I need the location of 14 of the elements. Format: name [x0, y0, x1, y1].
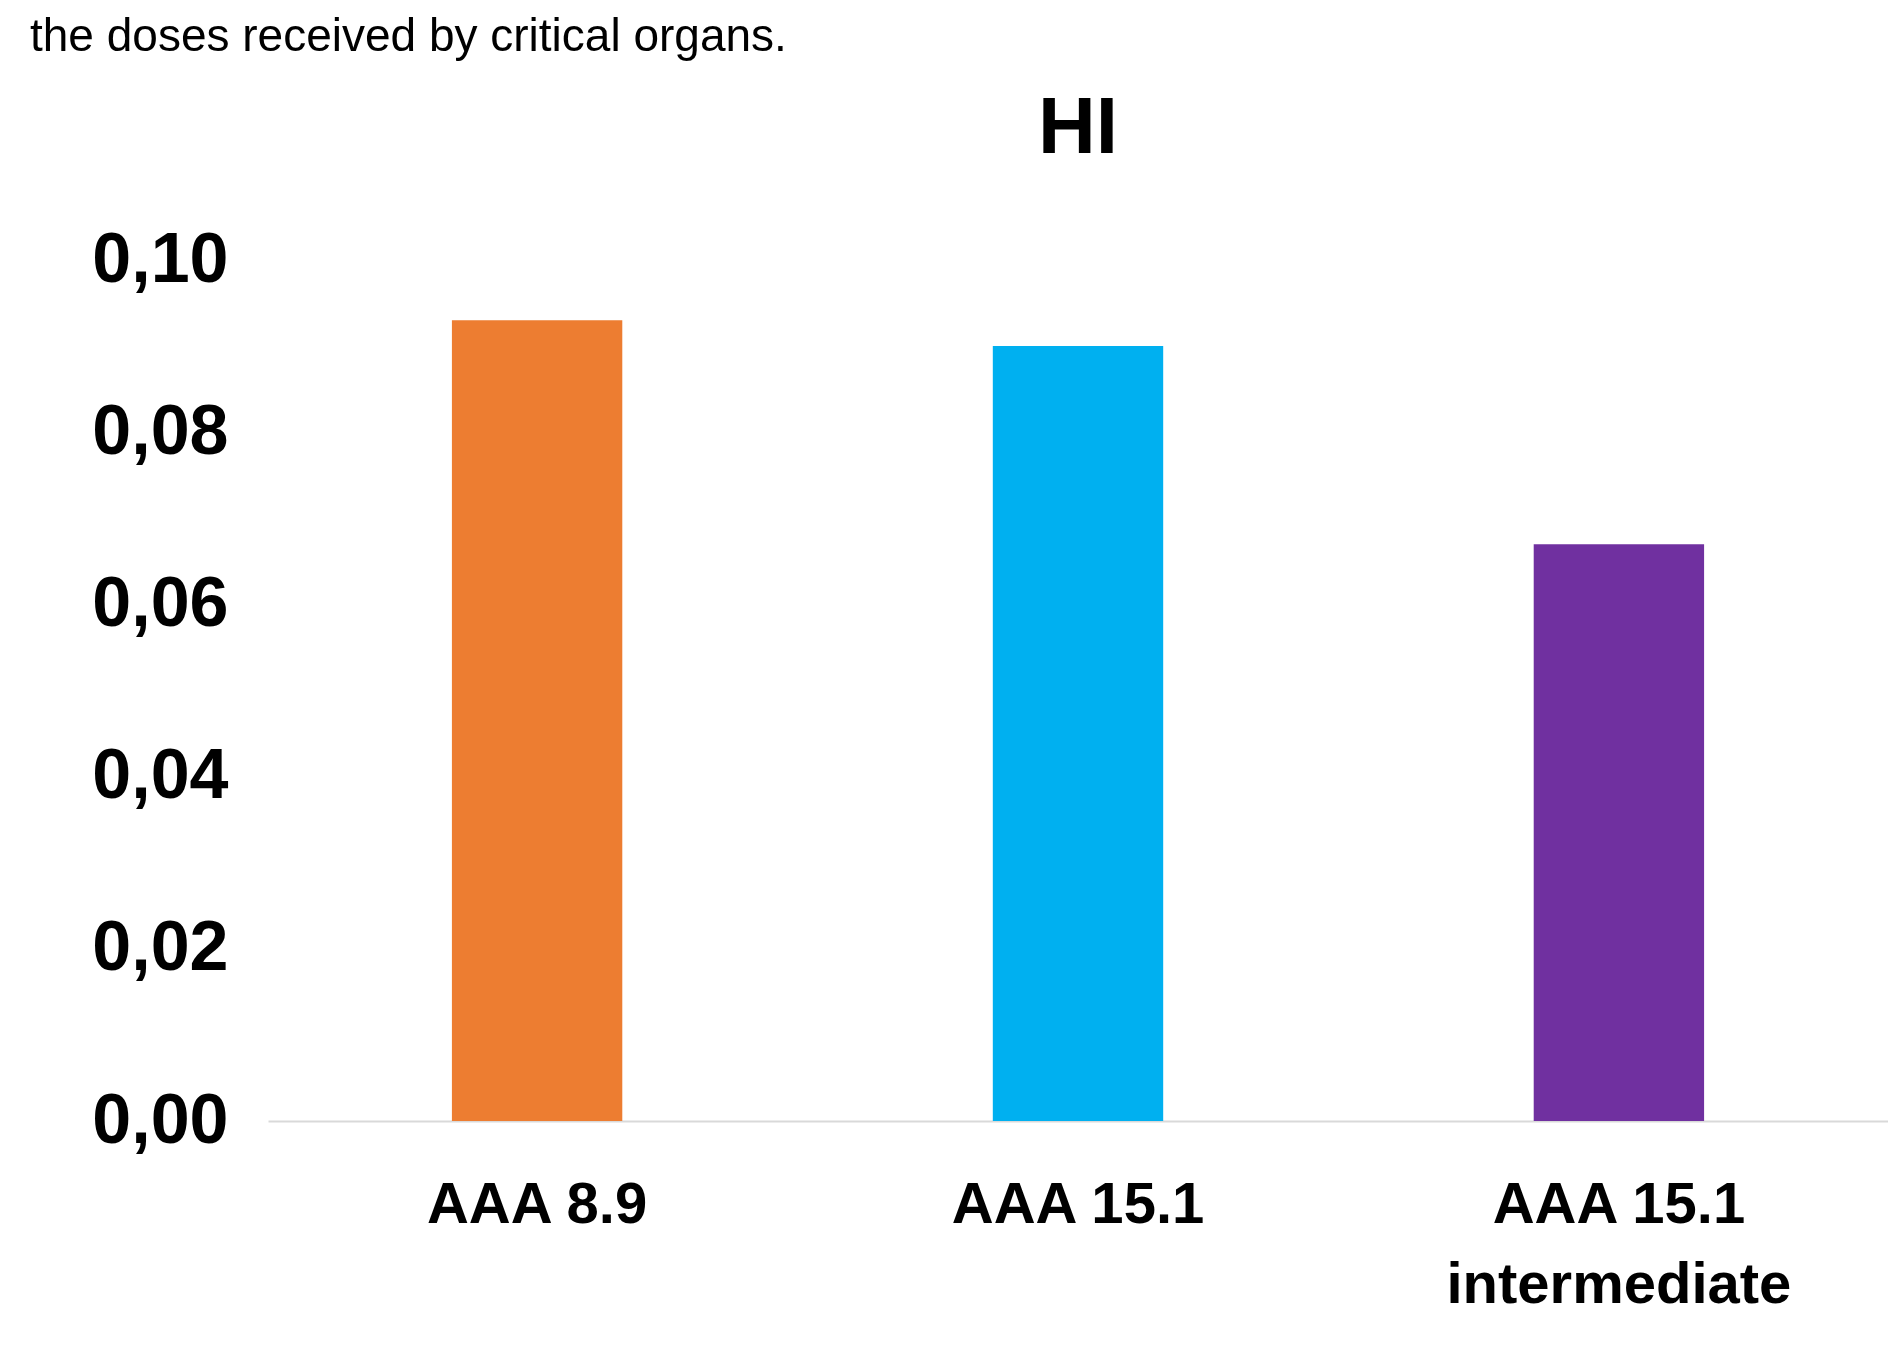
bar [992, 346, 1164, 1121]
y-tick-label: 0,10 [92, 218, 229, 297]
text: the doses received by critical organs. [30, 9, 787, 61]
x-tick-label: AAA 15.1 [951, 1169, 1205, 1235]
y-tick-label: 0,02 [92, 907, 229, 986]
x-tick-label: AAA 15.1 intermediate [1446, 1169, 1792, 1315]
y-tick-label: 0,06 [92, 562, 229, 641]
x-tick-label: AAA 8.9 [426, 1169, 648, 1235]
chart-title: HI [1038, 81, 1118, 170]
bar [451, 320, 623, 1121]
bar [1533, 544, 1705, 1121]
y-tick-label: 0,00 [92, 1079, 229, 1158]
y-tick-label: 0,08 [92, 390, 229, 469]
y-tick-label: 0,04 [92, 735, 229, 814]
